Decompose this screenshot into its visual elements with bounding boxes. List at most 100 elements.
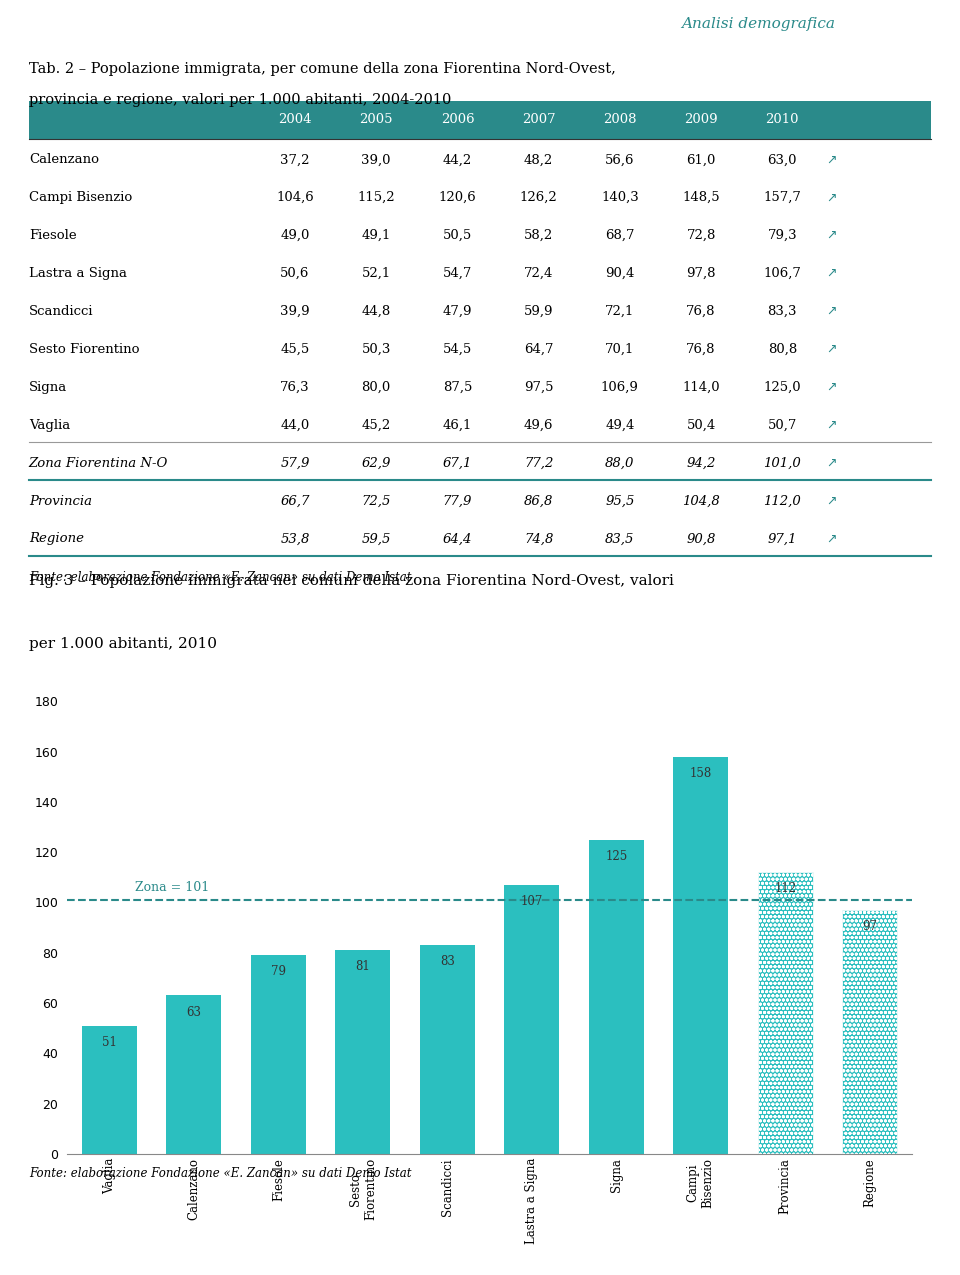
- Text: 88,0: 88,0: [605, 456, 635, 469]
- Text: 50,6: 50,6: [280, 266, 310, 280]
- Text: Signa: Signa: [29, 381, 67, 394]
- Text: 83: 83: [440, 955, 455, 968]
- Text: 2010: 2010: [765, 113, 799, 126]
- Text: 76,8: 76,8: [686, 305, 716, 317]
- Text: ↗: ↗: [827, 305, 837, 317]
- Text: 70,1: 70,1: [605, 343, 635, 356]
- Text: 59,9: 59,9: [524, 305, 553, 317]
- Text: 112,0: 112,0: [763, 495, 802, 507]
- Text: 66,7: 66,7: [280, 495, 310, 507]
- Text: 52,1: 52,1: [362, 266, 391, 280]
- Text: 44,2: 44,2: [443, 153, 472, 166]
- Text: 72,1: 72,1: [605, 305, 635, 317]
- Text: 83,3: 83,3: [768, 305, 797, 317]
- Text: ↗: ↗: [827, 191, 837, 204]
- Text: 126,2: 126,2: [519, 191, 558, 204]
- Text: 48,2: 48,2: [524, 153, 553, 166]
- FancyBboxPatch shape: [29, 101, 931, 139]
- Text: 104,6: 104,6: [276, 191, 314, 204]
- Text: 64,7: 64,7: [524, 343, 553, 356]
- Text: 50,7: 50,7: [768, 418, 797, 432]
- Text: 76,3: 76,3: [280, 381, 310, 394]
- Text: 97,1: 97,1: [768, 533, 797, 546]
- Text: Campi Bisenzio: Campi Bisenzio: [29, 191, 132, 204]
- Text: 114,0: 114,0: [683, 381, 720, 394]
- Text: 49,6: 49,6: [524, 418, 553, 432]
- Text: 68,7: 68,7: [605, 230, 635, 242]
- Text: 106,7: 106,7: [763, 266, 802, 280]
- Text: Analisi demografica: Analisi demografica: [682, 18, 835, 31]
- Text: 101,0: 101,0: [763, 456, 802, 469]
- Text: 49,4: 49,4: [605, 418, 635, 432]
- Text: ↗: ↗: [827, 456, 837, 469]
- Bar: [504, 885, 560, 1154]
- Text: Lastra a Signa: Lastra a Signa: [29, 266, 127, 280]
- Text: 79,3: 79,3: [767, 230, 797, 242]
- Text: 77,2: 77,2: [524, 456, 553, 469]
- Text: ↗: ↗: [827, 533, 837, 546]
- Text: Tab. 2 – Popolazione immigrata, per comune della zona Fiorentina Nord-Ovest,: Tab. 2 – Popolazione immigrata, per comu…: [29, 62, 615, 76]
- Bar: [82, 1025, 137, 1154]
- Text: 140,3: 140,3: [601, 191, 638, 204]
- Text: 80,0: 80,0: [362, 381, 391, 394]
- Text: 79: 79: [271, 965, 286, 978]
- Text: 2005: 2005: [359, 113, 393, 126]
- Text: 57,9: 57,9: [280, 456, 310, 469]
- Text: Fonte: elaborazione Fondazione «E. Zancan» su dati Demo Istat: Fonte: elaborazione Fondazione «E. Zanca…: [29, 571, 411, 584]
- Text: 50,3: 50,3: [362, 343, 391, 356]
- Text: 97,5: 97,5: [524, 381, 553, 394]
- Text: 37,2: 37,2: [280, 153, 310, 166]
- Text: 53,8: 53,8: [280, 533, 310, 546]
- Bar: [420, 945, 475, 1154]
- Text: 63: 63: [186, 1006, 202, 1019]
- Text: Fiesole: Fiesole: [29, 230, 77, 242]
- Text: 94,2: 94,2: [686, 456, 716, 469]
- Text: Provincia: Provincia: [29, 495, 92, 507]
- Text: 49,1: 49,1: [362, 230, 391, 242]
- Text: 72,4: 72,4: [524, 266, 553, 280]
- Text: ↗: ↗: [827, 495, 837, 507]
- Text: 115,2: 115,2: [357, 191, 395, 204]
- Text: 62,9: 62,9: [362, 456, 391, 469]
- Text: 106,9: 106,9: [601, 381, 638, 394]
- Text: 44,0: 44,0: [280, 418, 310, 432]
- Text: Sesto Fiorentino: Sesto Fiorentino: [29, 343, 139, 356]
- Text: Vaglia: Vaglia: [29, 418, 70, 432]
- Text: 72,8: 72,8: [686, 230, 716, 242]
- Text: 54,5: 54,5: [443, 343, 472, 356]
- Text: Regione: Regione: [29, 533, 84, 546]
- Text: 50,5: 50,5: [443, 230, 472, 242]
- Bar: [842, 910, 898, 1154]
- Text: 2009: 2009: [684, 113, 718, 126]
- Text: 45,5: 45,5: [280, 343, 310, 356]
- Text: 95,5: 95,5: [605, 495, 635, 507]
- Text: 83,5: 83,5: [605, 533, 635, 546]
- Bar: [757, 872, 813, 1154]
- Text: Fig. 3 – Popolazione immigrata nei comuni della zona Fiorentina Nord-Ovest, valo: Fig. 3 – Popolazione immigrata nei comun…: [29, 574, 674, 588]
- Text: 81: 81: [355, 960, 371, 973]
- Text: ↗: ↗: [827, 230, 837, 242]
- Bar: [166, 996, 222, 1154]
- Text: 97,8: 97,8: [686, 266, 716, 280]
- Text: ↗: ↗: [827, 153, 837, 166]
- Text: ↗: ↗: [827, 266, 837, 280]
- Text: 120,6: 120,6: [439, 191, 476, 204]
- Text: Scandicci: Scandicci: [29, 305, 93, 317]
- Text: 39,0: 39,0: [362, 153, 391, 166]
- Text: 87,5: 87,5: [443, 381, 472, 394]
- Text: 47,9: 47,9: [443, 305, 472, 317]
- Text: 72,5: 72,5: [362, 495, 391, 507]
- Bar: [335, 950, 391, 1154]
- Text: 9: 9: [891, 15, 904, 33]
- Text: 76,8: 76,8: [686, 343, 716, 356]
- Text: 77,9: 77,9: [443, 495, 472, 507]
- Text: 49,0: 49,0: [280, 230, 310, 242]
- Bar: [673, 756, 729, 1154]
- Text: 90,4: 90,4: [605, 266, 635, 280]
- Text: 2007: 2007: [522, 113, 556, 126]
- Text: 67,1: 67,1: [443, 456, 472, 469]
- Text: Zona Fiorentina N-O: Zona Fiorentina N-O: [29, 456, 168, 469]
- Text: ↗: ↗: [827, 343, 837, 356]
- Text: 112: 112: [774, 882, 797, 895]
- Text: 157,7: 157,7: [763, 191, 802, 204]
